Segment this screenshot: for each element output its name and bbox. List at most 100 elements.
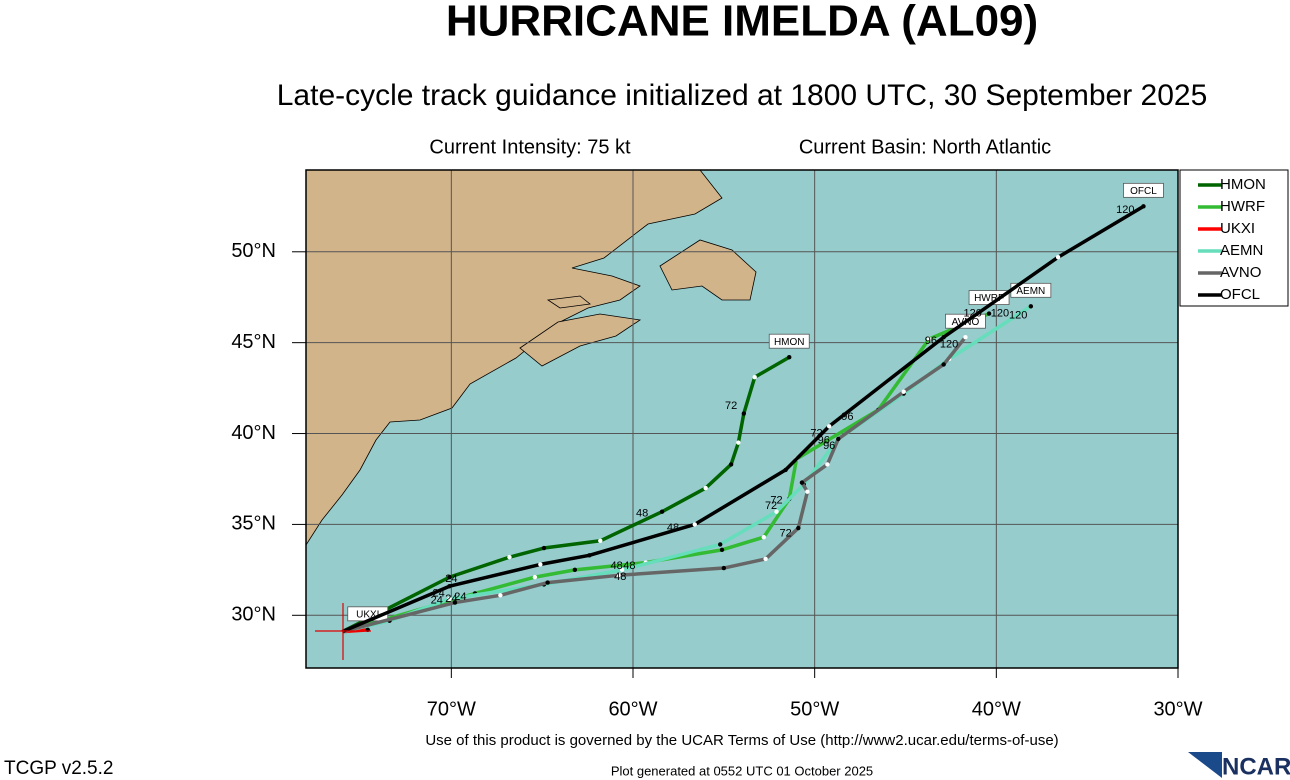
hour-label: 48	[611, 560, 623, 572]
hour-label: 96	[818, 435, 830, 447]
track-point	[447, 574, 452, 580]
hour-label: 96	[925, 335, 937, 347]
track-line	[341, 355, 791, 634]
x-tick-label: 40°W	[972, 698, 1021, 720]
track-point	[805, 489, 810, 494]
hour-label: 120	[940, 338, 958, 350]
track-point	[721, 565, 727, 571]
hour-label: 24	[432, 587, 444, 599]
track-point	[619, 567, 625, 573]
track-point	[532, 574, 538, 580]
hour-label: 72	[810, 427, 822, 439]
legend-label: AEMN	[1220, 242, 1263, 259]
logo: NCAR	[1222, 753, 1290, 780]
track-line	[341, 311, 990, 634]
track-point	[763, 556, 768, 562]
y-tick-label: 30°N	[231, 604, 276, 626]
hour-label: 72	[770, 495, 782, 507]
track-point	[986, 311, 992, 316]
hour-label: 120	[991, 307, 1009, 319]
track-point	[507, 554, 512, 560]
track-point	[783, 467, 788, 473]
track-point	[836, 436, 841, 442]
hour-label: 72	[779, 527, 791, 539]
legend-label: HWRF	[1220, 198, 1265, 215]
track-label-box	[768, 333, 810, 349]
track-line	[341, 204, 1145, 634]
legend	[1179, 169, 1289, 307]
x-tick-label: 50°W	[790, 698, 839, 720]
track-point	[541, 545, 547, 551]
legend-label: UKXI	[1220, 220, 1255, 237]
hour-label: 48	[614, 571, 626, 583]
version: TCGP v2.5.2	[4, 758, 113, 779]
track-label-box	[1123, 182, 1164, 198]
track-point	[941, 335, 946, 340]
track-point	[616, 573, 621, 578]
track-point	[941, 362, 946, 367]
track-point	[796, 525, 801, 531]
y-tick-label: 50°N	[231, 240, 276, 262]
x-tick-label: 70°W	[427, 698, 476, 720]
track-point	[498, 593, 503, 598]
hour-label: 24	[445, 573, 457, 585]
track-point	[741, 411, 747, 416]
hour-label: 24	[454, 591, 466, 603]
info: Current Basin: North Atlantic	[799, 136, 1051, 158]
track-point	[787, 355, 792, 360]
track-point	[1028, 304, 1034, 309]
hour-label: 120	[964, 307, 982, 319]
track-point	[825, 462, 830, 467]
track-point	[719, 547, 725, 553]
track-point	[718, 542, 723, 547]
track-point	[659, 509, 665, 514]
track-point	[827, 424, 832, 429]
hour-label: 72	[725, 400, 737, 412]
x-tick-label: 60°W	[608, 698, 657, 720]
y-tick-label: 40°N	[231, 422, 276, 444]
track-point	[774, 509, 779, 514]
hour-label: 48	[667, 522, 679, 534]
track-point	[452, 600, 458, 605]
track-point	[538, 562, 543, 567]
land	[306, 170, 757, 546]
track-label: HWRF	[974, 293, 1004, 304]
track-point	[447, 596, 452, 602]
track-point	[703, 485, 708, 491]
track-point	[901, 389, 906, 394]
terms: Use of this product is governed by the U…	[425, 732, 1058, 749]
track-label: HMON	[774, 337, 805, 348]
hour-label: 24	[431, 595, 443, 607]
track-point	[587, 553, 592, 558]
logo-mark	[1188, 752, 1222, 778]
hour-label: 48	[623, 560, 635, 572]
track-label: UKXI	[356, 609, 379, 620]
hour-label: 120	[1116, 204, 1134, 216]
chart-title: HURRICANE IMELDA (AL09)	[446, 0, 1038, 46]
chart-subtitle: Late-cycle track guidance initialized at…	[277, 79, 1208, 112]
y-tick-label: 45°N	[231, 331, 276, 353]
track-point	[752, 374, 757, 380]
track-point	[598, 538, 603, 543]
track-point	[692, 522, 697, 527]
hour-label: 96	[823, 440, 835, 452]
track-point	[1055, 255, 1061, 260]
hour-label: 24	[445, 593, 457, 605]
track-label: OFCL	[1130, 186, 1157, 197]
hour-label: 120	[1009, 309, 1027, 321]
legend-label: OFCL	[1220, 286, 1260, 303]
x-tick-label: 30°W	[1153, 698, 1202, 720]
track-label: AEMN	[1016, 286, 1045, 297]
hour-label: 72	[765, 500, 777, 512]
track-point	[572, 567, 578, 573]
track-point	[545, 580, 550, 585]
track-point	[736, 440, 741, 445]
track-point	[1141, 204, 1146, 209]
generated: Plot generated at 0552 UTC 01 October 20…	[611, 763, 873, 778]
track-point	[761, 534, 766, 540]
track-point	[447, 584, 452, 589]
track-point	[799, 480, 805, 485]
hour-label: 48	[636, 507, 648, 519]
